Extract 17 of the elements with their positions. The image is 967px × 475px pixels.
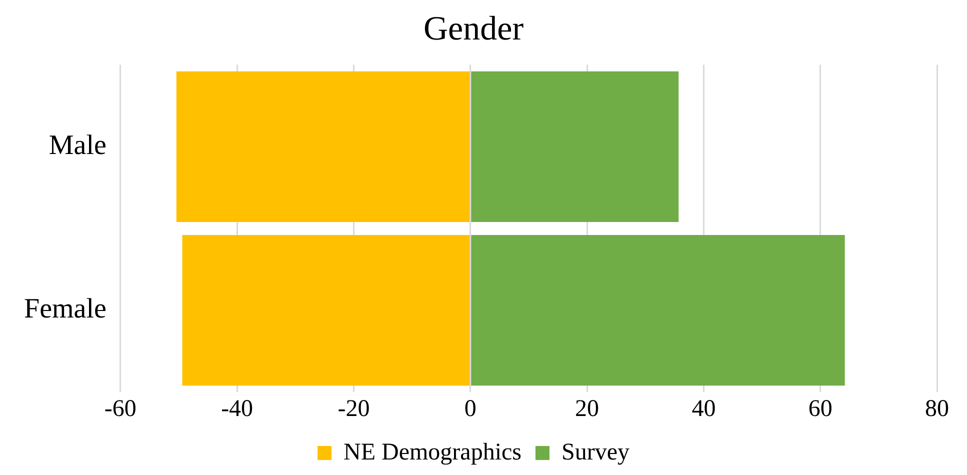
x-tick-label: 80 xyxy=(925,396,949,422)
x-tick-label: 40 xyxy=(692,396,716,422)
x-tick-label: -20 xyxy=(338,396,370,422)
chart-title: Gender xyxy=(423,10,524,48)
bar xyxy=(471,71,679,222)
legend-label: Survey xyxy=(561,439,630,466)
x-tick-label: 60 xyxy=(808,396,832,422)
x-tick-label: -60 xyxy=(104,396,136,422)
x-tick-label: 20 xyxy=(575,396,600,422)
bar xyxy=(176,71,470,222)
y-tick-label: Female xyxy=(24,294,106,325)
bar xyxy=(471,235,845,386)
legend-label: NE Demographics xyxy=(344,439,522,466)
x-tick-label: -40 xyxy=(221,396,254,422)
y-tick-label: Male xyxy=(48,130,106,162)
bar xyxy=(182,235,470,386)
x-tick-label: 0 xyxy=(464,396,476,422)
